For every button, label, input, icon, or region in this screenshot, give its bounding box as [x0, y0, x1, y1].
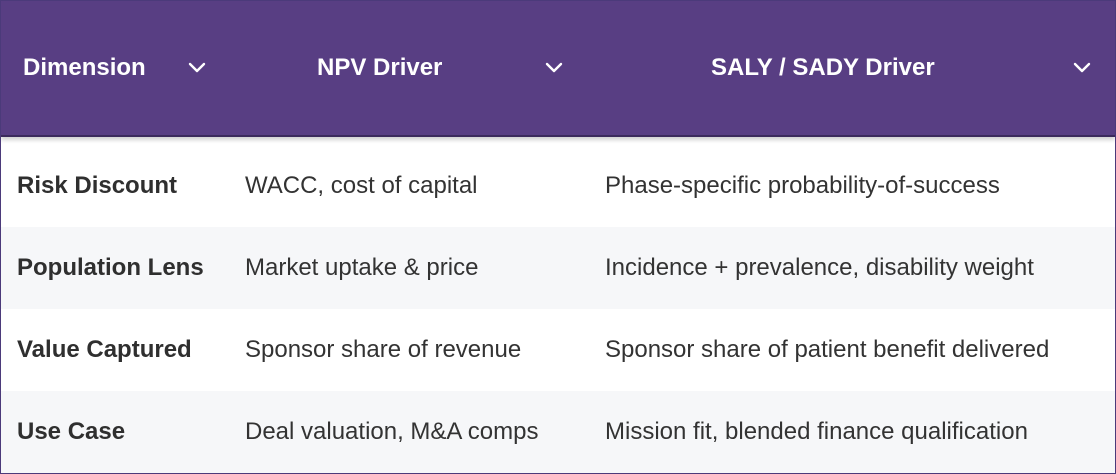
cell-saly-driver: Sponsor share of patient benefit deliver…: [605, 336, 1050, 363]
column-header-label: SALY / SADY Driver: [711, 54, 935, 81]
cell-npv-driver: WACC, cost of capital: [245, 172, 478, 199]
table-row: Value Captured Sponsor share of revenue …: [1, 309, 1115, 391]
cell-dimension: Population Lens: [17, 254, 204, 281]
cell-dimension: Use Case: [17, 418, 126, 445]
table-row: Use Case Deal valuation, M&A comps Missi…: [1, 391, 1115, 473]
table-row: Population Lens Market uptake & price In…: [1, 227, 1115, 309]
column-header-saly-sady-driver[interactable]: SALY / SADY Driver: [591, 1, 1115, 135]
chevron-down-icon[interactable]: [185, 56, 209, 80]
table-header: Dimension NPV Driver SALY / SADY Driver: [1, 1, 1115, 137]
cell-saly-driver: Mission fit, blended finance qualificati…: [605, 418, 1028, 445]
cell-saly-driver: Incidence + prevalence, disability weigh…: [605, 254, 1034, 281]
column-header-dimension[interactable]: Dimension: [23, 1, 223, 135]
cell-saly-driver: Phase-specific probability-of-success: [605, 172, 1000, 199]
cell-npv-driver: Market uptake & price: [245, 254, 479, 281]
cell-npv-driver: Deal valuation, M&A comps: [245, 418, 539, 445]
column-header-label: Dimension: [23, 54, 146, 81]
cell-npv-driver: Sponsor share of revenue: [245, 336, 522, 363]
column-header-label: NPV Driver: [317, 54, 443, 81]
chevron-down-icon[interactable]: [542, 56, 566, 80]
cell-dimension: Value Captured: [17, 336, 192, 363]
column-header-npv-driver[interactable]: NPV Driver: [231, 1, 581, 135]
cell-dimension: Risk Discount: [17, 172, 178, 199]
chevron-down-icon[interactable]: [1070, 56, 1094, 80]
table-row: Risk Discount WACC, cost of capital Phas…: [1, 145, 1115, 227]
